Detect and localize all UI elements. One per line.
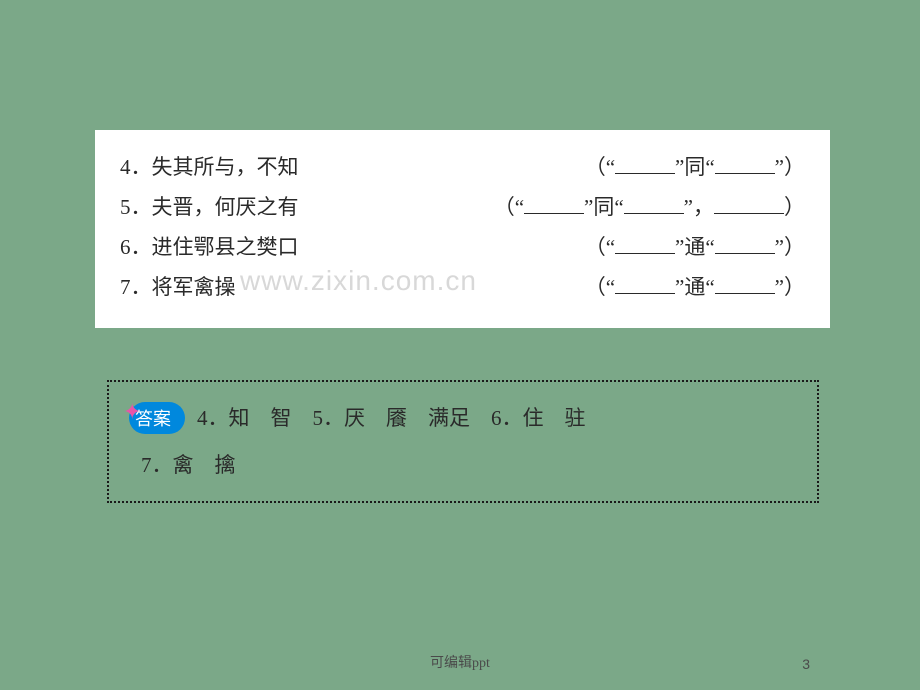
q4-text: 4．失其所与，不知 xyxy=(120,148,299,188)
q4-blanks: （“”同“”） xyxy=(585,148,805,188)
answer-line1: ✦ 答案 4．知 智 5．厌 餍 满足 6．住 驻 xyxy=(129,397,797,439)
q5-text: 5．夫晋，何厌之有 xyxy=(120,188,299,228)
question-6: 6．进住鄂县之樊口 （“”通“”） xyxy=(120,228,805,268)
q6-text: 6．进住鄂县之樊口 xyxy=(120,228,299,268)
q7-blanks: （“”通“”） xyxy=(585,268,805,308)
question-5: 5．夫晋，何厌之有 （“”同“”，） xyxy=(120,188,805,228)
answer-content-1: 4．知 智 5．厌 餍 满足 6．住 驻 xyxy=(197,406,586,430)
question-4: 4．失其所与，不知 （“”同“”） xyxy=(120,148,805,188)
question-box: 4．失其所与，不知 （“”同“”） 5．夫晋，何厌之有 （“”同“”，） 6．进… xyxy=(95,130,830,328)
answer-content-2: 7．禽 擒 xyxy=(129,444,797,486)
star-icon: ✦ xyxy=(123,399,141,425)
footer-text: 可编辑ppt xyxy=(0,652,920,672)
page-number: 3 xyxy=(802,656,810,672)
answer-badge: ✦ 答案 xyxy=(129,402,185,434)
q5-blanks: （“”同“”，） xyxy=(494,188,805,228)
question-7: 7．将军禽操 （“”通“”） xyxy=(120,268,805,308)
q6-blanks: （“”通“”） xyxy=(585,228,805,268)
answer-box: ✦ 答案 4．知 智 5．厌 餍 满足 6．住 驻 7．禽 擒 xyxy=(107,380,819,503)
q7-text: 7．将军禽操 xyxy=(120,268,236,308)
